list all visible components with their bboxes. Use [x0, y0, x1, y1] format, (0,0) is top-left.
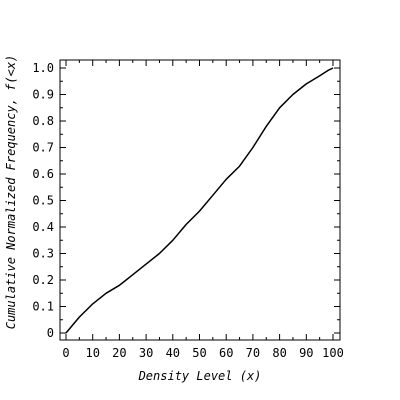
x-tick-label: 100 [322, 346, 344, 360]
y-tick-label: 0 [47, 326, 54, 340]
x-tick-label: 50 [192, 346, 206, 360]
x-tick-labels: 0 10 20 30 40 50 60 70 80 90 100 [62, 346, 343, 360]
y-tick-label: 0.1 [32, 300, 54, 314]
y-tick-label: 0.6 [32, 167, 54, 181]
x-tick-label: 0 [62, 346, 69, 360]
y-tick-label: 1.0 [32, 61, 54, 75]
x-tick-label: 10 [85, 346, 99, 360]
x-axis-label: Density Level (x) [138, 369, 262, 383]
y-tick-label: 0.4 [32, 220, 54, 234]
x-tick-label: 90 [299, 346, 313, 360]
y-tick-label: 0.9 [32, 88, 54, 102]
axis-ticks [60, 60, 340, 340]
x-tick-label: 80 [272, 346, 286, 360]
y-tick-label: 0.7 [32, 141, 54, 155]
x-tick-label: 60 [219, 346, 233, 360]
x-tick-label: 20 [112, 346, 126, 360]
cdf-line [65, 67, 334, 334]
y-tick-label: 0.5 [32, 194, 54, 208]
y-axis-label: Cumulative Normalized Frequency, f(<x) [4, 55, 18, 330]
y-tick-label: 0.2 [32, 273, 54, 287]
y-tick-label: 0.8 [32, 114, 54, 128]
x-tick-label: 40 [166, 346, 180, 360]
x-tick-label: 70 [246, 346, 260, 360]
y-tick-label: 0.3 [32, 247, 54, 261]
plot-frame [59, 59, 341, 341]
y-tick-labels: 0 0.1 0.2 0.3 0.4 0.5 0.6 0.7 0.8 0.9 1.0 [32, 61, 54, 340]
series-group [65, 67, 334, 334]
x-tick-label: 30 [139, 346, 153, 360]
